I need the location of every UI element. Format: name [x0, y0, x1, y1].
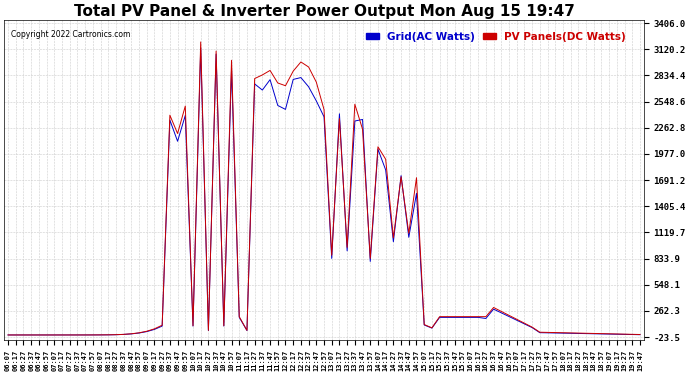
- Text: Copyright 2022 Cartronics.com: Copyright 2022 Cartronics.com: [10, 30, 130, 39]
- Title: Total PV Panel & Inverter Power Output Mon Aug 15 19:47: Total PV Panel & Inverter Power Output M…: [74, 4, 575, 19]
- Legend: Grid(AC Watts), PV Panels(DC Watts): Grid(AC Watts), PV Panels(DC Watts): [366, 32, 626, 42]
